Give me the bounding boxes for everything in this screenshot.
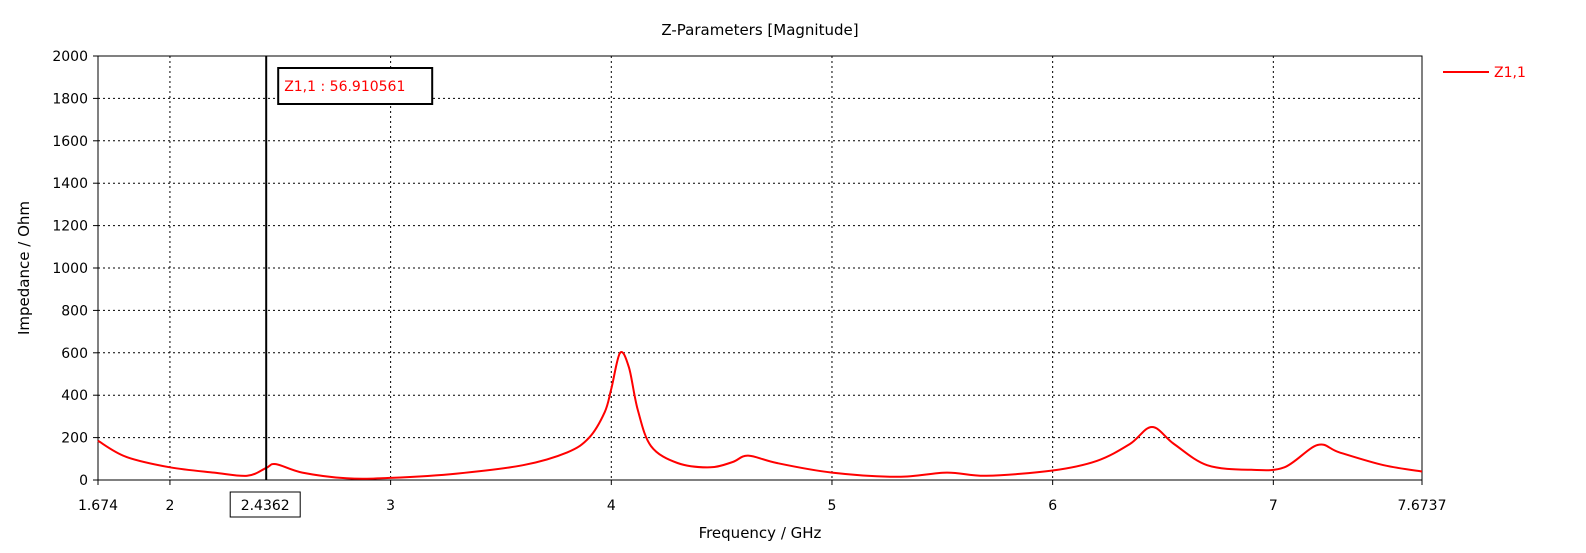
- y-axis-label: Impedance / Ohm: [15, 201, 33, 335]
- y-tick-label: 600: [61, 346, 88, 362]
- marker-readout: Z1,1 : 56.910561: [284, 79, 405, 95]
- y-tick-label: 0: [79, 473, 88, 489]
- x-tick-label: 6: [1048, 498, 1057, 514]
- x-tick-label: 2: [165, 498, 174, 514]
- y-tick-label: 1000: [52, 261, 88, 277]
- chart-title: Z-Parameters [Magnitude]: [661, 21, 858, 39]
- marker-x-label: 2.4362: [241, 498, 290, 514]
- y-tick-label: 200: [61, 431, 88, 447]
- x-tick-label: 1.674: [78, 498, 118, 514]
- y-axis-ticks: 0 200 400 600 800 1000 1200 1400 1600 1800 2000: [52, 49, 98, 489]
- y-tick-label: 1600: [52, 134, 88, 150]
- marker-readout-box: [277, 67, 434, 105]
- x-tick-label: 3: [386, 498, 395, 514]
- y-tick-label: 400: [61, 388, 88, 404]
- x-axis-ticks: 1.674 2 3 4 5 6 7 7.6737: [78, 480, 1447, 514]
- legend-entry-z11: Z1,1: [1494, 65, 1526, 81]
- marker-x-box: [229, 491, 301, 518]
- y-tick-label: 1800: [52, 91, 88, 107]
- x-tick-label: 7: [1269, 498, 1278, 514]
- y-tick-label: 800: [61, 303, 88, 319]
- x-tick-label: 7.6737: [1398, 498, 1447, 514]
- y-tick-label: 1200: [52, 219, 88, 235]
- y-tick-label: 1400: [52, 176, 88, 192]
- x-tick-label: 5: [828, 498, 837, 514]
- grid: [98, 56, 1422, 480]
- x-tick-label: 4: [607, 498, 616, 514]
- y-tick-label: 2000: [52, 49, 88, 65]
- legend: Z1,1: [1443, 65, 1526, 81]
- x-axis-label: Frequency / GHz: [699, 524, 822, 542]
- series-line-z11: [97, 351, 1423, 480]
